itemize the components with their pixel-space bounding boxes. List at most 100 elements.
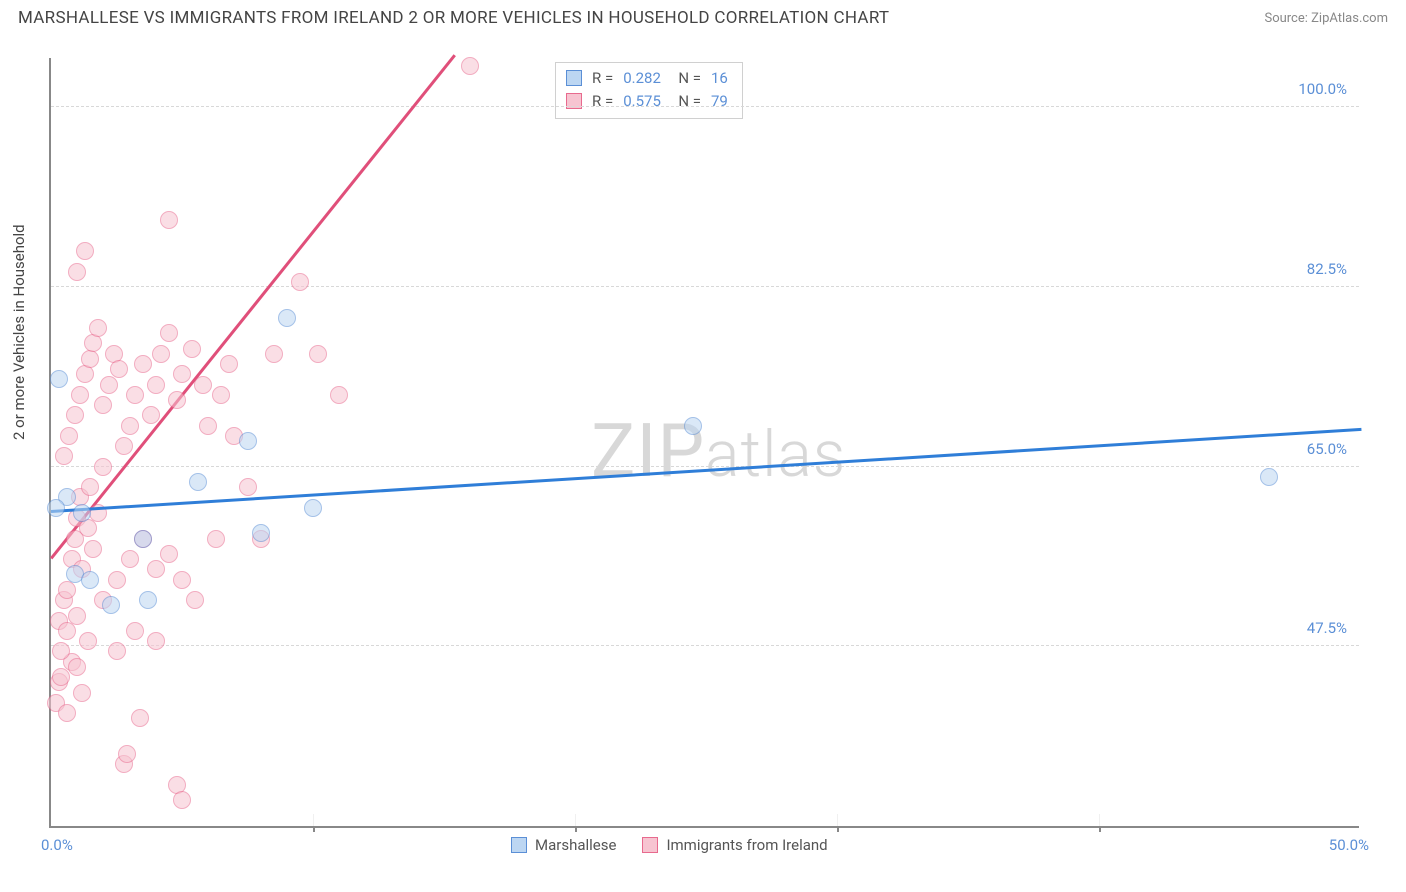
data-point — [58, 622, 76, 640]
data-point — [278, 309, 296, 327]
series-legend: Marshallese Immigrants from Ireland — [511, 836, 828, 854]
data-point — [84, 540, 102, 558]
data-point — [121, 550, 139, 568]
data-point — [461, 57, 479, 75]
gridline-horizontal — [51, 466, 1359, 467]
data-point — [1260, 468, 1278, 486]
legend-item: Marshallese — [511, 836, 616, 854]
legend-swatch — [566, 70, 582, 86]
data-point — [194, 376, 212, 394]
data-point — [94, 458, 112, 476]
data-point — [118, 745, 136, 763]
stat-n-value: 79 — [711, 90, 728, 113]
chart-title: MARSHALLESE VS IMMIGRANTS FROM IRELAND 2… — [18, 8, 889, 28]
data-point — [108, 571, 126, 589]
gridline-vertical — [313, 814, 314, 826]
data-point — [189, 473, 207, 491]
scatter-chart: ZIPatlas R = 0.282 N = 16R = 0.575 N = 7… — [49, 58, 1359, 828]
data-point — [330, 386, 348, 404]
correlation-stats-box: R = 0.282 N = 16R = 0.575 N = 79 — [555, 62, 743, 119]
data-point — [160, 545, 178, 563]
data-point — [102, 596, 120, 614]
data-point — [139, 591, 157, 609]
gridline-horizontal — [51, 106, 1359, 107]
x-tick-mark — [575, 826, 577, 832]
data-point — [68, 658, 86, 676]
data-point — [207, 530, 225, 548]
data-point — [81, 350, 99, 368]
data-point — [68, 607, 86, 625]
data-point — [73, 684, 91, 702]
gridline-vertical — [575, 814, 576, 826]
gridline-vertical — [837, 814, 838, 826]
data-point — [304, 499, 322, 517]
data-point — [66, 406, 84, 424]
data-point — [160, 211, 178, 229]
x-tick-mark — [1099, 826, 1101, 832]
source-label: Source: ZipAtlas.com — [1264, 11, 1388, 26]
y-tick-label: 82.5% — [1307, 260, 1347, 278]
data-point — [152, 345, 170, 363]
data-point — [76, 242, 94, 260]
x-tick-max: 50.0% — [1329, 836, 1369, 854]
x-tick-mark — [837, 826, 839, 832]
data-point — [239, 478, 257, 496]
stat-r-value: 0.575 — [623, 90, 661, 113]
legend-swatch — [511, 837, 527, 853]
data-point — [73, 504, 91, 522]
data-point — [84, 334, 102, 352]
chart-header: MARSHALLESE VS IMMIGRANTS FROM IRELAND 2… — [0, 0, 1406, 34]
data-point — [168, 391, 186, 409]
data-point — [131, 709, 149, 727]
legend-item: Immigrants from Ireland — [642, 836, 827, 854]
stats-row: R = 0.575 N = 79 — [566, 90, 728, 113]
data-point — [160, 324, 178, 342]
data-point — [252, 524, 270, 542]
data-point — [81, 478, 99, 496]
data-point — [68, 263, 86, 281]
data-point — [183, 340, 201, 358]
data-point — [173, 365, 191, 383]
data-point — [239, 432, 257, 450]
data-point — [291, 273, 309, 291]
data-point — [52, 668, 70, 686]
data-point — [58, 581, 76, 599]
data-point — [110, 360, 128, 378]
y-tick-label: 100.0% — [1298, 80, 1347, 98]
stats-row: R = 0.282 N = 16 — [566, 67, 728, 90]
data-point — [126, 622, 144, 640]
data-point — [147, 560, 165, 578]
stat-n-value: 16 — [711, 67, 728, 90]
data-point — [50, 370, 68, 388]
data-point — [79, 519, 97, 537]
data-point — [186, 591, 204, 609]
data-point — [121, 417, 139, 435]
gridline-horizontal — [51, 286, 1359, 287]
data-point — [134, 355, 152, 373]
data-point — [60, 427, 78, 445]
data-point — [94, 396, 112, 414]
data-point — [79, 632, 97, 650]
data-point — [212, 386, 230, 404]
data-point — [173, 571, 191, 589]
legend-label: Marshallese — [535, 836, 616, 854]
data-point — [71, 386, 89, 404]
data-point — [81, 571, 99, 589]
data-point — [58, 704, 76, 722]
stat-r-value: 0.282 — [623, 67, 661, 90]
data-point — [265, 345, 283, 363]
gridline-horizontal — [51, 645, 1359, 646]
gridline-vertical — [1099, 814, 1100, 826]
data-point — [108, 642, 126, 660]
watermark: ZIPatlas — [591, 408, 846, 495]
data-point — [684, 417, 702, 435]
y-tick-label: 65.0% — [1307, 440, 1347, 458]
data-point — [52, 642, 70, 660]
stat-r-label: R = — [592, 90, 613, 113]
stat-r-label: R = — [592, 67, 613, 90]
data-point — [89, 319, 107, 337]
data-point — [309, 345, 327, 363]
data-point — [115, 437, 133, 455]
data-point — [142, 406, 160, 424]
data-point — [220, 355, 238, 373]
